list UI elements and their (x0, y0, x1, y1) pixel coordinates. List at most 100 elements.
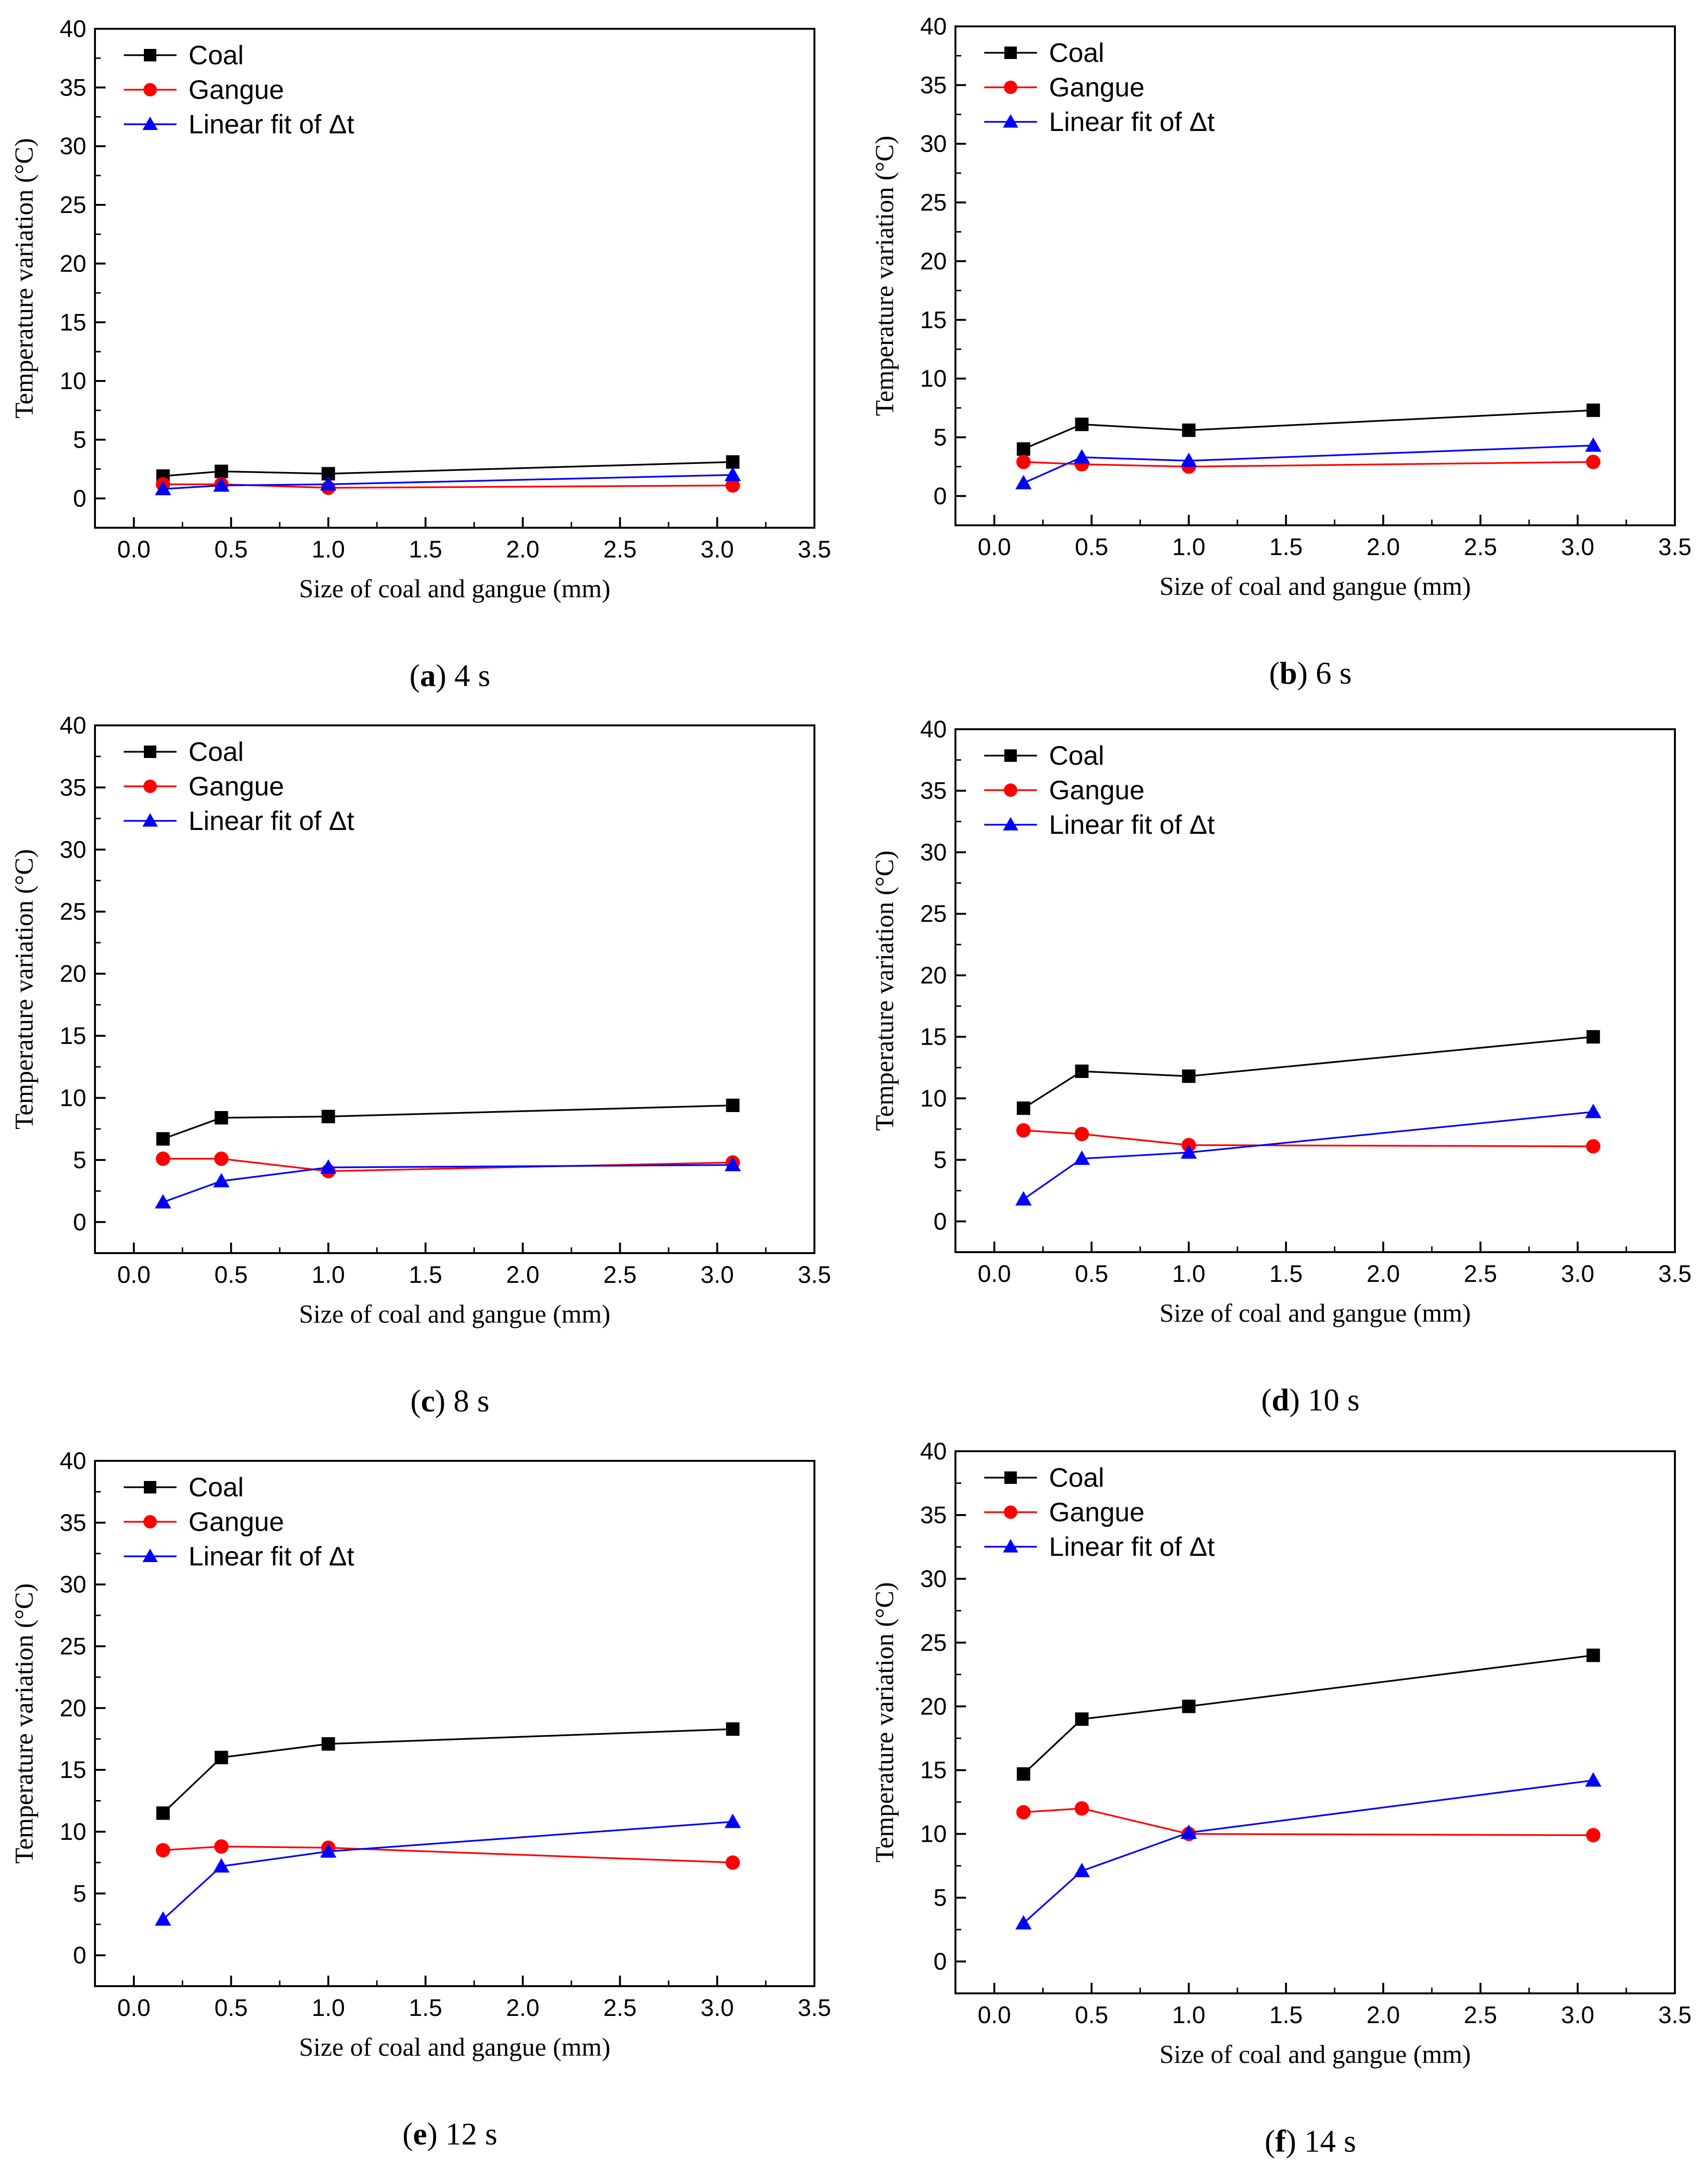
data-point-fit (154, 481, 171, 496)
chart-panel-d: 0 5 10 15 20 25 30 35 40 0.0 0.5 1.0 1.5 2.0 2.5 3.0 3.5… (870, 716, 1692, 1418)
x-tick-label: 3.0 (701, 536, 734, 563)
x-tick-label: 1.0 (1172, 533, 1206, 560)
x-tick-label: 2.0 (506, 1261, 540, 1288)
caption-letter: a (420, 658, 436, 693)
caption-letter: f (1275, 2124, 1286, 2159)
series-line-fit (163, 1164, 733, 1203)
panel-caption: (d) 10 s (1261, 1383, 1359, 1418)
legend-label-coal: Coal (188, 736, 244, 767)
data-point-coal (321, 1737, 335, 1751)
x-tick-label: 2.5 (603, 1994, 637, 2021)
series-fit (154, 466, 741, 496)
plot-frame (954, 25, 1676, 526)
x-tick-label: 1.5 (1269, 533, 1303, 560)
caption-paren-open: ( (1269, 656, 1280, 691)
data-point-fit (213, 1173, 230, 1187)
data-point-gangue (1016, 1123, 1031, 1138)
legend-marker-fit (1003, 114, 1018, 128)
legend-label-fit: Linear fit of Δt (188, 109, 354, 139)
x-tick-label: 0.5 (214, 1994, 248, 2021)
legend-marker-coal (144, 746, 156, 758)
data-point-fit (154, 1194, 171, 1208)
y-tick-label: 25 (920, 189, 947, 216)
y-axis-label: Temperature variation (°C) (10, 1583, 38, 1864)
y-axis-label: Temperature variation (°C) (870, 136, 899, 416)
y-tick-label: 5 (73, 426, 86, 453)
chart-panel-e: 0 5 10 15 20 25 30 35 40 0.0 0.5 1.0 1.5 2.0 2.5 3.0 3.5… (10, 1447, 831, 2152)
data-point-fit (1585, 1772, 1602, 1787)
legend-marker-gangue (1004, 81, 1017, 94)
data-point-fit (1180, 452, 1197, 467)
data-point-coal (214, 464, 228, 478)
y-tick-label: 15 (920, 307, 947, 333)
series-line-gangue (1023, 461, 1593, 468)
y-tick-label: 30 (920, 130, 947, 157)
legend: Coal Gangue Linear fit of Δt (124, 40, 354, 139)
data-point-gangue (1074, 1126, 1089, 1141)
y-tick-label: 25 (920, 900, 947, 927)
legend-marker-coal (144, 49, 156, 61)
data-point-gangue (1586, 1139, 1601, 1154)
y-tick-label: 30 (920, 839, 947, 865)
legend-label-coal: Coal (188, 40, 244, 70)
x-tick-label: 3.0 (1561, 2002, 1595, 2028)
legend-label-fit: Linear fit of Δt (188, 806, 354, 836)
data-point-coal (1075, 1712, 1089, 1726)
panel-caption: (b) 6 s (1269, 656, 1352, 691)
y-tick-label: 40 (920, 1438, 947, 1465)
data-point-coal (726, 1099, 740, 1112)
series-fit (1015, 1103, 1602, 1206)
panel-caption: (a) 4 s (410, 658, 491, 693)
y-tick-label: 10 (59, 1084, 86, 1111)
x-tick-label: 1.5 (409, 536, 442, 563)
y-tick-label: 0 (933, 1208, 947, 1235)
y-tick-label: 20 (59, 1694, 86, 1721)
series-fit (154, 1813, 741, 1926)
data-point-gangue (214, 1151, 229, 1166)
caption-paren-open: ( (410, 658, 420, 693)
data-point-coal (321, 1110, 335, 1124)
y-tick-label: 15 (920, 1023, 947, 1050)
y-axis-label: Temperature variation (°C) (10, 849, 38, 1130)
legend-marker-coal (1004, 1471, 1017, 1484)
x-tick-label: 2.5 (1464, 2002, 1497, 2028)
data-point-coal (1586, 1648, 1600, 1662)
data-point-gangue (725, 478, 740, 493)
plot-frame (94, 28, 815, 529)
legend-label-gangue: Gangue (1049, 775, 1144, 805)
data-point-coal (1182, 1699, 1196, 1713)
series-line-coal (163, 1104, 733, 1140)
y-tick-label: 25 (59, 898, 86, 925)
legend-label-gangue: Gangue (1049, 72, 1144, 102)
y-tick-label: 15 (59, 1756, 86, 1783)
data-point-coal (1182, 423, 1196, 437)
legend-marker-gangue (143, 83, 157, 96)
y-axis-label: Temperature variation (°C) (870, 1582, 899, 1863)
caption-letter: e (413, 2117, 427, 2152)
y-tick-label: 15 (59, 1022, 86, 1049)
data-point-fit (1585, 437, 1602, 452)
series-coal (1016, 1030, 1600, 1115)
data-point-fit (1180, 1144, 1197, 1159)
series-coal (1016, 403, 1600, 456)
x-tick-label: 2.0 (1366, 1260, 1400, 1287)
legend-marker-coal (1004, 47, 1017, 59)
data-point-fit (724, 466, 741, 481)
series-line-fit (162, 1821, 733, 1920)
y-tick-label: 40 (59, 712, 86, 739)
series-line-fit (163, 474, 733, 490)
series-gangue (1016, 1801, 1601, 1843)
x-axis-label: Size of coal and gangue (mm) (299, 574, 610, 603)
data-point-coal (214, 1111, 228, 1125)
y-tick-label: 5 (73, 1880, 86, 1907)
y-tick-label: 40 (59, 15, 86, 42)
data-point-coal (156, 1132, 170, 1146)
series-line-gangue (1023, 1129, 1593, 1148)
y-tick-label: 30 (59, 836, 86, 863)
data-point-fit (724, 1813, 741, 1828)
series-coal (156, 1099, 740, 1146)
y-tick-label: 35 (920, 777, 947, 804)
data-point-gangue (214, 1839, 229, 1854)
x-axis-label: Size of coal and gangue (mm) (1159, 1299, 1471, 1327)
series-coal (156, 455, 740, 483)
